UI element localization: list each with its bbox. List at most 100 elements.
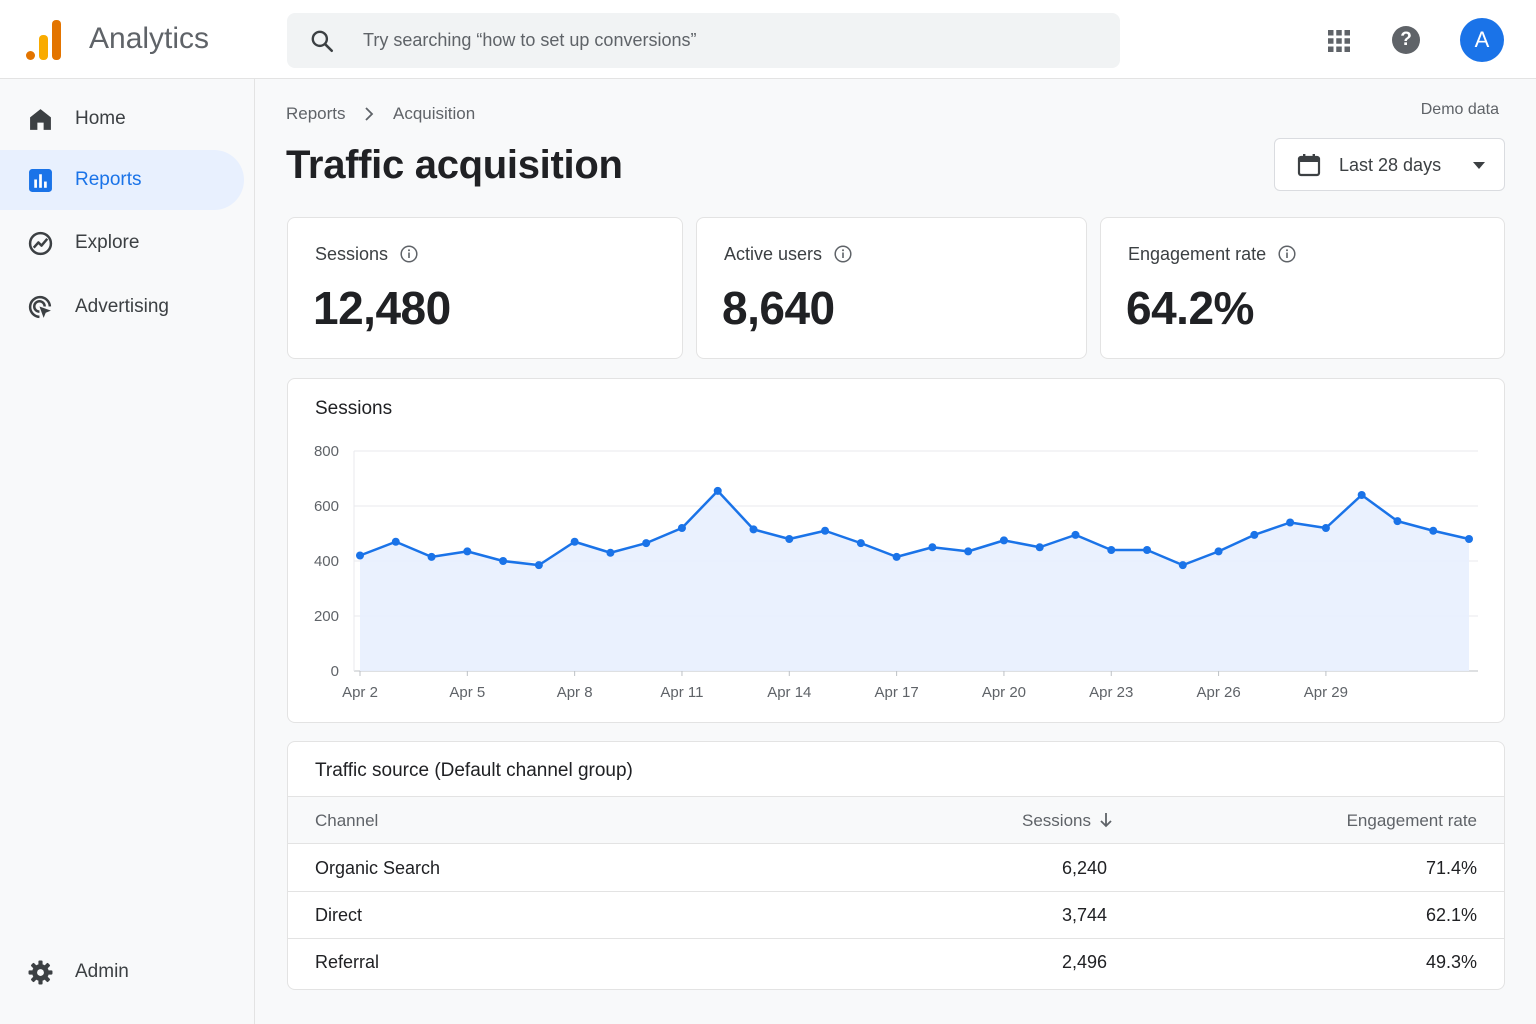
data-point (1429, 526, 1438, 535)
data-point (463, 547, 472, 556)
data-point (821, 526, 830, 535)
data-point (570, 537, 579, 546)
y-tick-label: 800 (314, 443, 339, 460)
x-tick-label: Apr 11 (660, 684, 703, 701)
help-icon[interactable]: ? (1392, 26, 1420, 54)
data-point (1465, 535, 1473, 543)
data-point (677, 524, 686, 532)
series-area (360, 490, 1469, 671)
y-tick-label: 200 (314, 608, 339, 625)
logo-bar-tall (52, 20, 61, 60)
metric-card-engagement-rate: Engagement rate 64.2% (1100, 217, 1505, 359)
data-point (534, 561, 543, 570)
x-tick-label: Apr 20 (982, 684, 1026, 701)
explore-icon (28, 231, 53, 256)
breadcrumb: Reports Acquisition (286, 103, 475, 124)
column-header-engagement-rate[interactable]: Engagement rate (1346, 811, 1477, 830)
column-header-sessions-label: Sessions (1022, 811, 1091, 830)
data-point (999, 536, 1008, 545)
info-icon[interactable] (834, 245, 852, 263)
cell-engagement: 71.4% (1425, 858, 1477, 878)
metric-card-sessions: Sessions 12,480 (287, 217, 683, 359)
date-range-label: Last 28 days (1339, 155, 1442, 175)
column-header-sessions[interactable]: Sessions (1022, 811, 1113, 831)
chart-title: Sessions (315, 398, 393, 419)
calendar-icon (1297, 154, 1321, 177)
sidebar-item-label: Explore (75, 232, 140, 253)
metric-label: Engagement rate (1128, 244, 1296, 265)
sidebar-item-home[interactable]: Home (0, 89, 244, 149)
gear-icon (28, 960, 53, 985)
data-point (1107, 546, 1116, 554)
cell-sessions: 3,744 (1061, 905, 1107, 925)
search-input[interactable]: Try searching “how to set up conversions… (363, 30, 697, 50)
table-row[interactable]: Referral 2,496 49.3% (288, 939, 1504, 986)
sidebar-item-reports[interactable]: Reports (0, 150, 244, 210)
column-header-channel[interactable]: Channel (315, 811, 379, 830)
table-row[interactable]: Organic Search 6,240 71.4% (288, 845, 1504, 892)
sidebar-item-label: Advertising (75, 296, 169, 317)
avatar[interactable]: A (1460, 18, 1504, 62)
x-tick-label: Apr 29 (1304, 684, 1348, 701)
data-point (749, 525, 758, 534)
x-tick-label: Apr 5 (449, 684, 485, 701)
table-header: Channel Sessions Engagement rate (288, 796, 1504, 844)
y-tick-label: 0 (331, 663, 339, 680)
sidebar-item-label: Admin (75, 961, 129, 982)
sessions-chart: 0 200 400 600 800 Apr 2 Apr 5 Apr 8 Apr 11 Apr 14… (314, 443, 1478, 701)
breadcrumb-reports-link[interactable]: Reports (286, 103, 346, 123)
metric-label-text: Active users (724, 244, 823, 264)
search-bar[interactable]: Try searching “how to set up conversions… (287, 13, 1120, 68)
date-range-picker[interactable]: Last 28 days (1274, 138, 1505, 191)
metric-value: 64.2% (1126, 282, 1254, 334)
top-bar: Analytics Try searching “how to set up c… (0, 0, 1536, 79)
cell-channel: Organic Search (315, 858, 441, 878)
data-point (1214, 547, 1223, 556)
sidebar-item-admin[interactable]: Admin (0, 942, 244, 1002)
metric-card-active-users: Active users 8,640 (696, 217, 1087, 359)
data-point (713, 486, 722, 495)
y-tick-label: 400 (314, 553, 339, 570)
metric-label-text: Engagement rate (1128, 244, 1267, 264)
data-point (391, 537, 400, 546)
sidebar-item-label: Home (75, 108, 126, 129)
table-title: Traffic source (Default channel group) (315, 760, 633, 781)
search-icon (311, 30, 334, 53)
cell-sessions: 6,240 (1061, 858, 1107, 878)
home-icon (30, 109, 51, 130)
metric-value: 8,640 (722, 282, 835, 334)
app-title: Analytics (89, 22, 210, 55)
data-point (856, 539, 865, 548)
page-title: Traffic acquisition (286, 143, 623, 187)
metric-value: 12,480 (313, 282, 451, 334)
data-point (499, 557, 508, 565)
arrow-down-icon (1100, 813, 1112, 828)
breadcrumb-current: Acquisition (393, 103, 476, 123)
analytics-logo[interactable] (26, 20, 62, 60)
metric-label-text: Sessions (315, 244, 389, 264)
demo-data-label: Demo data (1420, 101, 1499, 118)
apps-grid-icon[interactable] (1327, 29, 1351, 53)
data-point (606, 548, 615, 557)
table-row[interactable]: Direct 3,744 62.1% (288, 892, 1504, 939)
sessions-chart-card: Sessions 0 200 400 600 800 Apr 2 Apr 5 Apr 8 Apr… (287, 378, 1505, 723)
data-point (1393, 517, 1402, 526)
x-tick-label: Apr 23 (1089, 684, 1133, 701)
data-point (892, 552, 901, 561)
traffic-source-table-card: Traffic source (Default channel group) C… (287, 741, 1505, 990)
info-icon[interactable] (400, 245, 418, 263)
sidebar-item-advertising[interactable]: Advertising (0, 277, 244, 337)
x-tick-label: Apr 2 (342, 684, 378, 701)
cell-channel: Direct (315, 905, 363, 925)
sidebar: Home Reports Explore Advertising (0, 79, 255, 1024)
data-point (785, 535, 794, 543)
info-icon[interactable] (1278, 245, 1296, 263)
data-point (427, 552, 436, 561)
x-tick-label: Apr 14 (767, 684, 811, 701)
cell-channel: Referral (315, 952, 380, 972)
data-point (1035, 543, 1044, 552)
x-tick-label: Apr 8 (557, 684, 593, 701)
data-point (1071, 530, 1080, 539)
sidebar-item-explore[interactable]: Explore (0, 213, 244, 273)
data-point (928, 543, 937, 552)
